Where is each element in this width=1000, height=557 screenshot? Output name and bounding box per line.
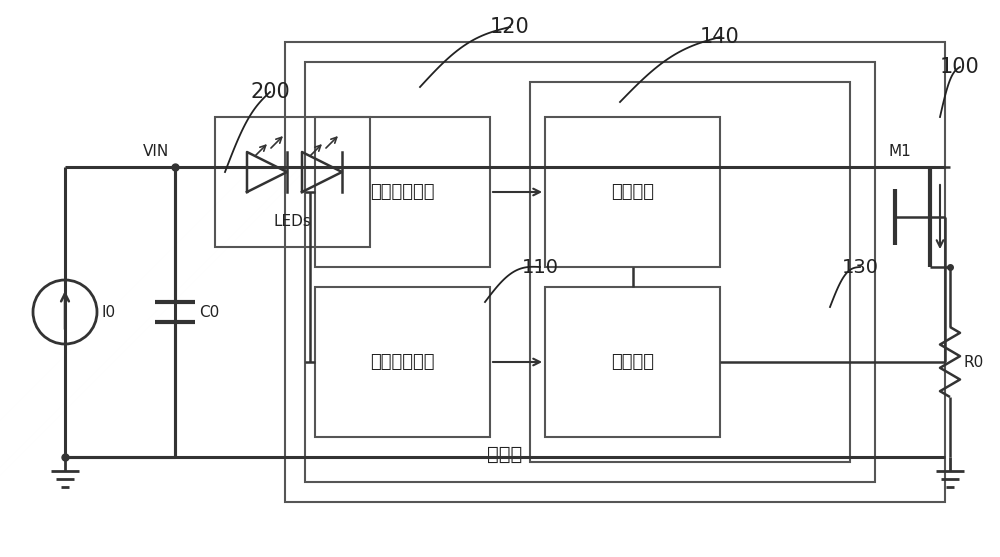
Bar <box>530 82 850 462</box>
Text: 稳压模块: 稳压模块 <box>611 183 654 201</box>
Text: 第二采样模块: 第二采样模块 <box>370 183 435 201</box>
Text: 130: 130 <box>841 257 878 276</box>
Text: 140: 140 <box>700 27 740 47</box>
Text: 120: 120 <box>490 17 530 37</box>
Bar <box>315 287 490 437</box>
Bar <box>285 42 945 502</box>
Text: 控制模块: 控制模块 <box>611 353 654 371</box>
Text: LEDs: LEDs <box>274 214 311 229</box>
Text: VIN: VIN <box>143 144 169 159</box>
Bar <box>545 117 720 267</box>
Bar <box>545 287 720 437</box>
Bar <box>305 62 875 482</box>
Text: C0: C0 <box>199 305 219 320</box>
Text: R0: R0 <box>964 354 984 369</box>
Bar <box>215 117 370 247</box>
Text: M1: M1 <box>889 144 911 159</box>
Text: 100: 100 <box>940 57 980 77</box>
Text: I0: I0 <box>101 305 115 320</box>
Text: 第一采样模块: 第一采样模块 <box>370 353 435 371</box>
Text: 110: 110 <box>522 257 558 276</box>
Text: 200: 200 <box>250 82 290 102</box>
Text: 控制器: 控制器 <box>487 445 522 464</box>
Bar <box>315 117 490 267</box>
